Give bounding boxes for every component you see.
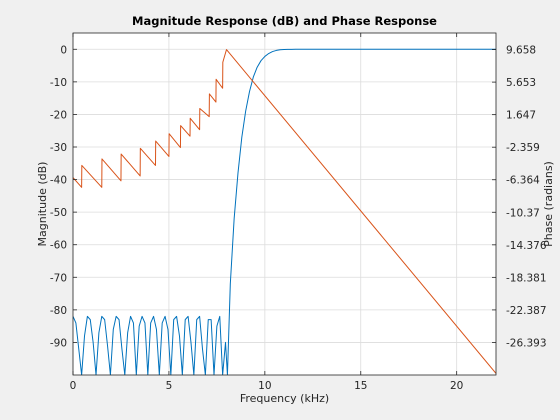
x-tick-label: 0 bbox=[70, 380, 77, 392]
y-tick-label-right: 1.647 bbox=[506, 110, 536, 122]
y-axis-label-right: Phase (radians) bbox=[542, 161, 555, 247]
y-tick-label-left: -40 bbox=[50, 175, 67, 187]
y-tick-label-right: -18.381 bbox=[506, 272, 547, 284]
y-tick-label-left: -90 bbox=[50, 337, 67, 349]
x-tick-label: 20 bbox=[450, 380, 463, 392]
x-tick-label: 10 bbox=[258, 380, 271, 392]
y-tick-label-left: -30 bbox=[50, 142, 67, 154]
y-tick-label-right: 5.653 bbox=[506, 77, 536, 89]
y-tick-label-left: -70 bbox=[50, 272, 67, 284]
y-tick-label-left: -60 bbox=[50, 240, 67, 252]
phase-response-line bbox=[73, 49, 496, 374]
magnitude-response-line bbox=[73, 48, 496, 375]
axes-background bbox=[73, 33, 496, 375]
series-layer bbox=[73, 48, 496, 375]
y-tick-label-left: -10 bbox=[50, 77, 67, 89]
y-tick-label-right: -14.376 bbox=[506, 240, 547, 252]
chart-title: Magnitude Response (dB) and Phase Respon… bbox=[132, 14, 437, 28]
x-tick-label: 5 bbox=[166, 380, 173, 392]
y-tick-label-right: -26.393 bbox=[506, 337, 547, 349]
y-tick-label-right: -6.364 bbox=[506, 175, 540, 187]
x-axis-label: Frequency (kHz) bbox=[240, 392, 329, 405]
y-tick-label-left: -20 bbox=[50, 109, 67, 121]
y-tick-label-left: -50 bbox=[50, 207, 67, 219]
ticks: 0 5 10 15 20 0 -10 -20 -30 -40 -50 -60 -70 -80 -90 9.65… bbox=[50, 33, 547, 392]
y-tick-label-left: 0 bbox=[60, 44, 67, 56]
x-tick-label: 15 bbox=[354, 380, 367, 392]
y-axis-label-left: Magnitude (dB) bbox=[36, 162, 49, 247]
y-tick-label-right: -10.37 bbox=[506, 207, 540, 219]
y-tick-label-right: -22.387 bbox=[506, 305, 547, 317]
axes-box bbox=[72, 32, 497, 376]
y-tick-label-right: 9.658 bbox=[506, 45, 536, 57]
y-tick-label-right: -2.359 bbox=[506, 142, 540, 154]
y-tick-label-left: -80 bbox=[50, 305, 67, 317]
